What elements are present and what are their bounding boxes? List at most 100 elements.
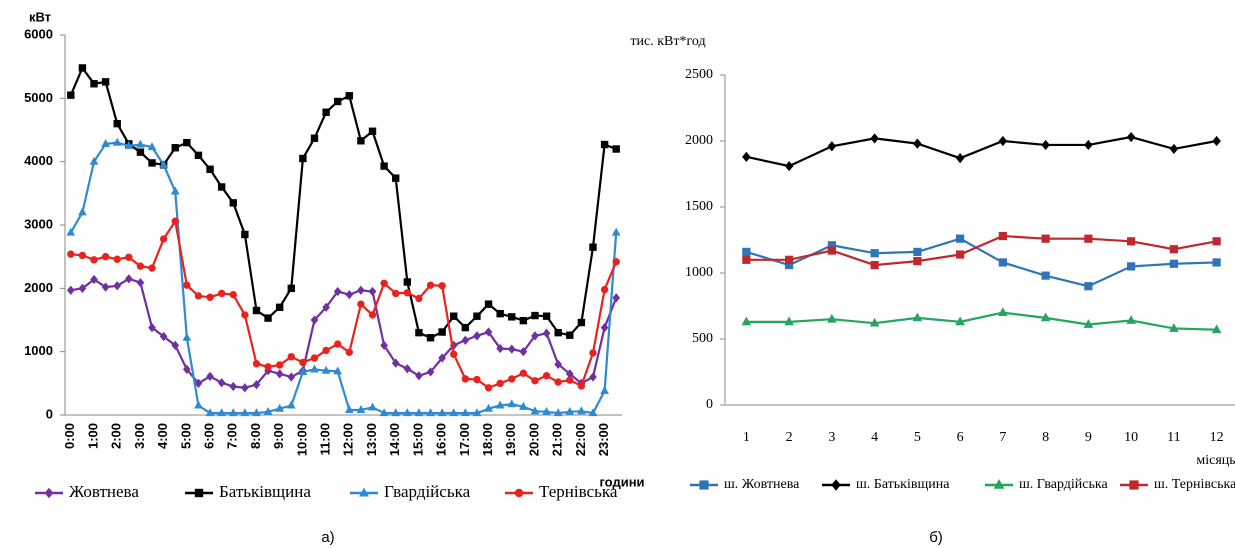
marker <box>345 92 354 100</box>
marker <box>357 285 365 295</box>
marker <box>742 255 751 264</box>
legend-label: Тернівська <box>539 482 618 501</box>
marker <box>101 252 110 261</box>
marker <box>577 318 586 327</box>
y-tick-label: 4000 <box>24 153 53 168</box>
x-tick-label: 9:00 <box>271 423 286 449</box>
x-tick-label: 14:00 <box>387 423 402 456</box>
marker <box>437 408 447 417</box>
marker <box>1169 259 1178 268</box>
marker <box>113 255 121 263</box>
series-line <box>69 65 617 339</box>
marker <box>484 327 493 337</box>
marker <box>998 135 1008 147</box>
marker <box>391 408 401 417</box>
marker <box>217 183 226 191</box>
legend-label: Батьківщина <box>219 482 311 501</box>
y-tick-label: 1000 <box>24 343 53 358</box>
marker <box>380 162 388 170</box>
marker <box>194 400 203 409</box>
caption: а) <box>321 529 334 546</box>
marker <box>438 282 446 290</box>
marker <box>286 400 296 409</box>
series-line <box>746 234 1217 267</box>
marker <box>124 274 133 284</box>
x-tick-label: 7:00 <box>225 423 240 449</box>
marker <box>426 334 435 342</box>
marker <box>1169 143 1179 155</box>
marker <box>577 406 586 415</box>
marker <box>484 300 493 308</box>
marker <box>217 289 226 298</box>
marker <box>542 406 551 415</box>
legend-label: Гвардійська <box>384 482 471 501</box>
marker <box>956 250 965 259</box>
marker <box>183 281 191 289</box>
marker <box>380 340 388 350</box>
series-line <box>70 218 618 390</box>
marker <box>699 480 709 490</box>
marker <box>554 328 562 337</box>
marker <box>263 406 273 415</box>
marker <box>496 343 505 354</box>
x-tick-label: 6 <box>957 430 964 445</box>
marker <box>101 282 110 292</box>
marker <box>496 379 504 388</box>
x-tick-label: 10:00 <box>294 423 309 456</box>
x-tick-label: 16:00 <box>434 423 449 456</box>
marker <box>391 358 400 368</box>
marker <box>589 243 597 251</box>
marker <box>600 140 609 149</box>
marker <box>784 316 794 326</box>
marker <box>275 303 284 312</box>
marker <box>148 159 156 167</box>
marker <box>1127 262 1136 271</box>
marker <box>194 378 203 388</box>
y-tick-label: 6000 <box>24 26 53 41</box>
marker <box>612 293 621 303</box>
marker <box>473 375 481 384</box>
marker <box>542 312 551 320</box>
marker <box>1084 234 1093 243</box>
marker <box>136 148 145 156</box>
marker <box>159 235 168 243</box>
x-tick-label: 4:00 <box>155 423 170 449</box>
series-line <box>746 135 1217 168</box>
marker <box>1212 258 1221 267</box>
marker <box>403 278 412 286</box>
marker <box>182 364 191 375</box>
marker <box>66 227 76 236</box>
marker <box>955 153 965 164</box>
x-tick-label: 5 <box>914 430 921 445</box>
marker <box>508 313 516 321</box>
legend-label: ш. Жовтнева <box>724 477 800 492</box>
x-tick-label: 7 <box>999 430 1006 445</box>
marker <box>310 354 319 362</box>
marker <box>1041 234 1050 243</box>
marker <box>460 408 470 417</box>
marker <box>785 255 794 264</box>
marker <box>1211 324 1222 334</box>
marker <box>229 290 237 299</box>
marker <box>136 278 145 288</box>
marker <box>956 234 965 243</box>
x-tick-label: 8:00 <box>248 423 263 449</box>
marker <box>368 311 377 319</box>
marker <box>147 142 157 151</box>
x-tick-label: 15:00 <box>410 423 425 456</box>
marker <box>275 361 284 369</box>
marker <box>531 377 539 385</box>
marker <box>240 408 250 417</box>
marker <box>113 119 121 128</box>
marker <box>426 367 435 377</box>
series-line <box>69 141 618 415</box>
marker <box>322 108 330 116</box>
marker <box>392 174 400 182</box>
marker <box>519 316 528 325</box>
marker <box>101 78 110 86</box>
marker <box>589 349 597 357</box>
marker <box>1169 323 1179 332</box>
marker <box>206 165 214 173</box>
marker <box>912 312 923 322</box>
